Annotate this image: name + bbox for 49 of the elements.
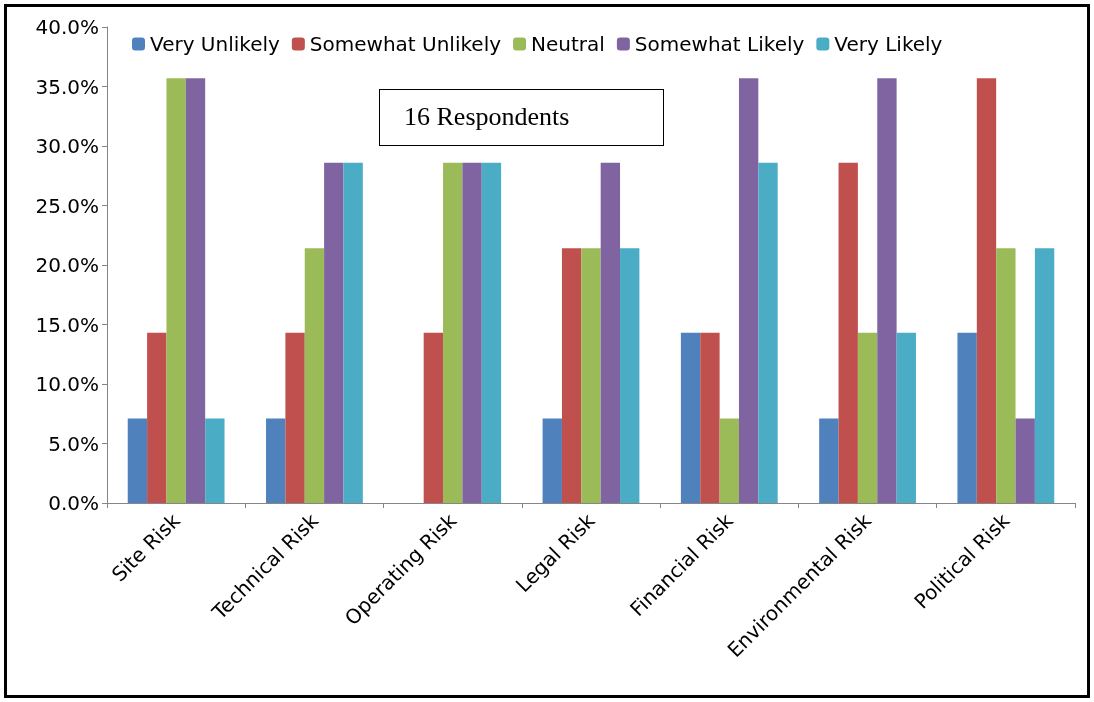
legend-label: Neutral [531, 32, 605, 56]
bar [738, 78, 759, 503]
bar [1015, 418, 1035, 503]
y-tick-label: 30.0% [35, 134, 99, 158]
bar [957, 332, 977, 503]
bar [423, 332, 444, 503]
bar [481, 162, 502, 503]
y-tick-label: 5.0% [48, 431, 99, 456]
y-tick-label: 35.0% [35, 74, 99, 99]
bar [285, 332, 305, 503]
bar [581, 248, 601, 503]
bar [185, 78, 206, 503]
bar [462, 162, 482, 503]
bar [758, 162, 778, 503]
bar [857, 332, 878, 503]
bar [877, 78, 897, 503]
bar [976, 78, 997, 503]
y-tick-label: 40.0% [35, 15, 99, 39]
bar [719, 418, 739, 503]
legend-label: Somewhat Unlikely [309, 32, 502, 56]
bar [700, 332, 720, 503]
legend-label: Somewhat Likely [634, 32, 805, 56]
bar [266, 418, 286, 503]
bar [147, 332, 167, 503]
bar [1034, 248, 1055, 503]
y-tick-label: 0.0% [48, 491, 99, 515]
bar [324, 162, 344, 503]
bar [996, 248, 1016, 503]
bar [304, 248, 325, 503]
bar [205, 418, 225, 503]
annotation: 16 Respondents [379, 89, 664, 146]
bar [166, 78, 186, 503]
legend-label: Very Unlikely [150, 32, 281, 56]
bar [343, 162, 363, 503]
bar [542, 418, 562, 503]
bar [561, 248, 582, 503]
bar [819, 418, 839, 503]
bar [127, 418, 148, 503]
bar [620, 248, 640, 503]
y-tick-label: 20.0% [35, 253, 99, 277]
bar [838, 162, 858, 503]
y-tick-label: 25.0% [35, 193, 99, 218]
bar [896, 332, 916, 503]
bar [680, 332, 701, 503]
legend-label: Very Likely [834, 32, 943, 56]
y-tick-label: 15.0% [35, 312, 99, 337]
bar [443, 162, 463, 503]
bar [600, 162, 621, 503]
y-tick-label: 10.0% [35, 372, 99, 396]
